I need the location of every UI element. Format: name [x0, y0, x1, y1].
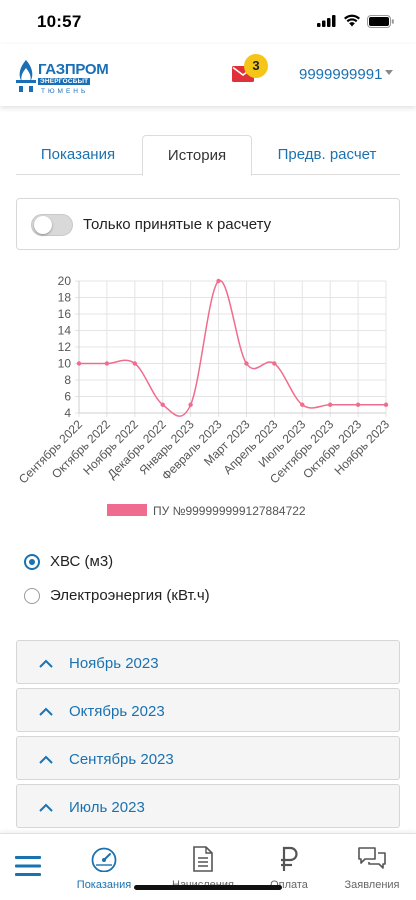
accepted-filter-card: Только принятые к расчету — [16, 198, 400, 250]
tab-label: Предв. расчет — [277, 146, 377, 163]
y-tick-label: 20 — [58, 274, 72, 288]
data-point — [104, 361, 110, 366]
menu-button[interactable] — [0, 834, 56, 900]
series-line — [79, 280, 386, 417]
gazprom-logo[interactable]: ГАЗПРОМ ЭНЕРГОСБЫТ ТЮМЕНЬ — [14, 54, 109, 98]
notifications-button[interactable]: 3 — [230, 54, 270, 88]
nav-charges[interactable]: Начисления — [163, 834, 243, 900]
period-accordion-sep-2023[interactable]: Сентябрь 2023 — [16, 736, 400, 780]
tab-readings[interactable]: Показания — [16, 135, 140, 175]
data-point — [272, 361, 277, 366]
status-time: 10:57 — [37, 12, 82, 31]
hamburger-menu-icon — [15, 856, 41, 876]
nav-readings[interactable]: Показания — [64, 834, 144, 900]
chevron-up-icon — [39, 659, 53, 668]
chevron-down-icon — [385, 70, 393, 75]
radio-button[interactable] — [24, 554, 40, 570]
tab-estimate[interactable]: Предв. расчет — [254, 135, 400, 175]
account-number: 9999999991 — [299, 66, 383, 83]
y-tick-label: 8 — [64, 373, 71, 387]
wifi-icon — [344, 14, 360, 27]
data-point — [300, 402, 305, 407]
data-point — [327, 402, 333, 407]
y-tick-label: 4 — [64, 406, 71, 420]
gauge-icon — [91, 847, 117, 872]
period-label: Июль 2023 — [69, 799, 145, 816]
view-tabs: Показания История Предв. расчет — [16, 135, 400, 176]
status-bar: 10:57 — [0, 0, 416, 44]
radio-label: Электроэнергия (кВт.ч) — [50, 587, 210, 604]
data-point — [160, 402, 165, 407]
home-indicator — [134, 885, 282, 890]
tab-label: Показания — [40, 146, 116, 163]
document-icon — [193, 846, 213, 872]
period-label: Сентябрь 2023 — [69, 751, 174, 768]
accepted-only-toggle[interactable] — [31, 214, 73, 236]
y-tick-label: 18 — [58, 291, 72, 305]
toggle-knob — [34, 216, 52, 234]
y-tick-label: 12 — [58, 340, 72, 354]
data-point — [76, 361, 82, 366]
radio-label: ХВС (м3) — [50, 553, 114, 570]
nav-payment[interactable]: Оплата — [249, 834, 329, 900]
data-point — [132, 361, 138, 366]
y-tick-label: 6 — [64, 390, 71, 404]
y-tick-label: 10 — [58, 357, 72, 371]
data-point — [244, 361, 249, 366]
period-label: Ноябрь 2023 — [69, 655, 159, 672]
logo-subtext: ЭНЕРГОСБЫТ — [38, 78, 91, 85]
data-point — [355, 402, 361, 407]
chevron-up-icon — [39, 707, 53, 716]
nav-label: Заявления — [344, 879, 400, 891]
flame-icon — [16, 60, 36, 92]
battery-icon — [367, 15, 394, 28]
chat-icon — [358, 847, 386, 869]
tab-label: История — [167, 147, 227, 164]
y-tick-label: 14 — [58, 324, 72, 338]
app-header: ГАЗПРОМ ЭНЕРГОСБЫТ ТЮМЕНЬ 3 9999999991 — [0, 44, 416, 106]
period-label: Октябрь 2023 — [69, 703, 165, 720]
ruble-icon — [281, 846, 298, 871]
cellular-signal-icon — [317, 15, 336, 27]
nav-requests[interactable]: Заявления — [332, 834, 412, 900]
period-accordion-jul-2023[interactable]: Июль 2023 — [16, 784, 400, 828]
legend-label: ПУ №999999999127884722 — [153, 504, 306, 518]
legend-swatch — [107, 504, 147, 516]
data-point — [216, 278, 221, 284]
y-tick-label: 16 — [58, 307, 72, 321]
nav-label: Показания — [76, 879, 132, 891]
radio-cold-water[interactable]: ХВС (м3) — [24, 553, 144, 573]
radio-button[interactable] — [24, 588, 40, 604]
notifications-badge: 3 — [244, 54, 268, 78]
logo-text: ГАЗПРОМ — [38, 61, 109, 78]
data-point — [383, 402, 389, 407]
logo-city: ТЮМЕНЬ — [41, 88, 89, 95]
chevron-up-icon — [39, 803, 53, 812]
accepted-only-label: Только принятые к расчету — [83, 216, 272, 233]
radio-electricity[interactable]: Электроэнергия (кВт.ч) — [24, 587, 224, 607]
period-accordion-nov-2023[interactable]: Ноябрь 2023 — [16, 640, 400, 684]
consumption-chart: 4 6 8 10 12 14 16 18 20 Сентябрь 2022 Октябрь 2022… — [0, 268, 416, 530]
chevron-up-icon — [39, 755, 53, 764]
account-selector[interactable]: 9999999991 — [299, 66, 393, 83]
data-point — [188, 402, 193, 407]
tab-history[interactable]: История — [142, 135, 252, 176]
period-accordion-oct-2023[interactable]: Октябрь 2023 — [16, 688, 400, 732]
